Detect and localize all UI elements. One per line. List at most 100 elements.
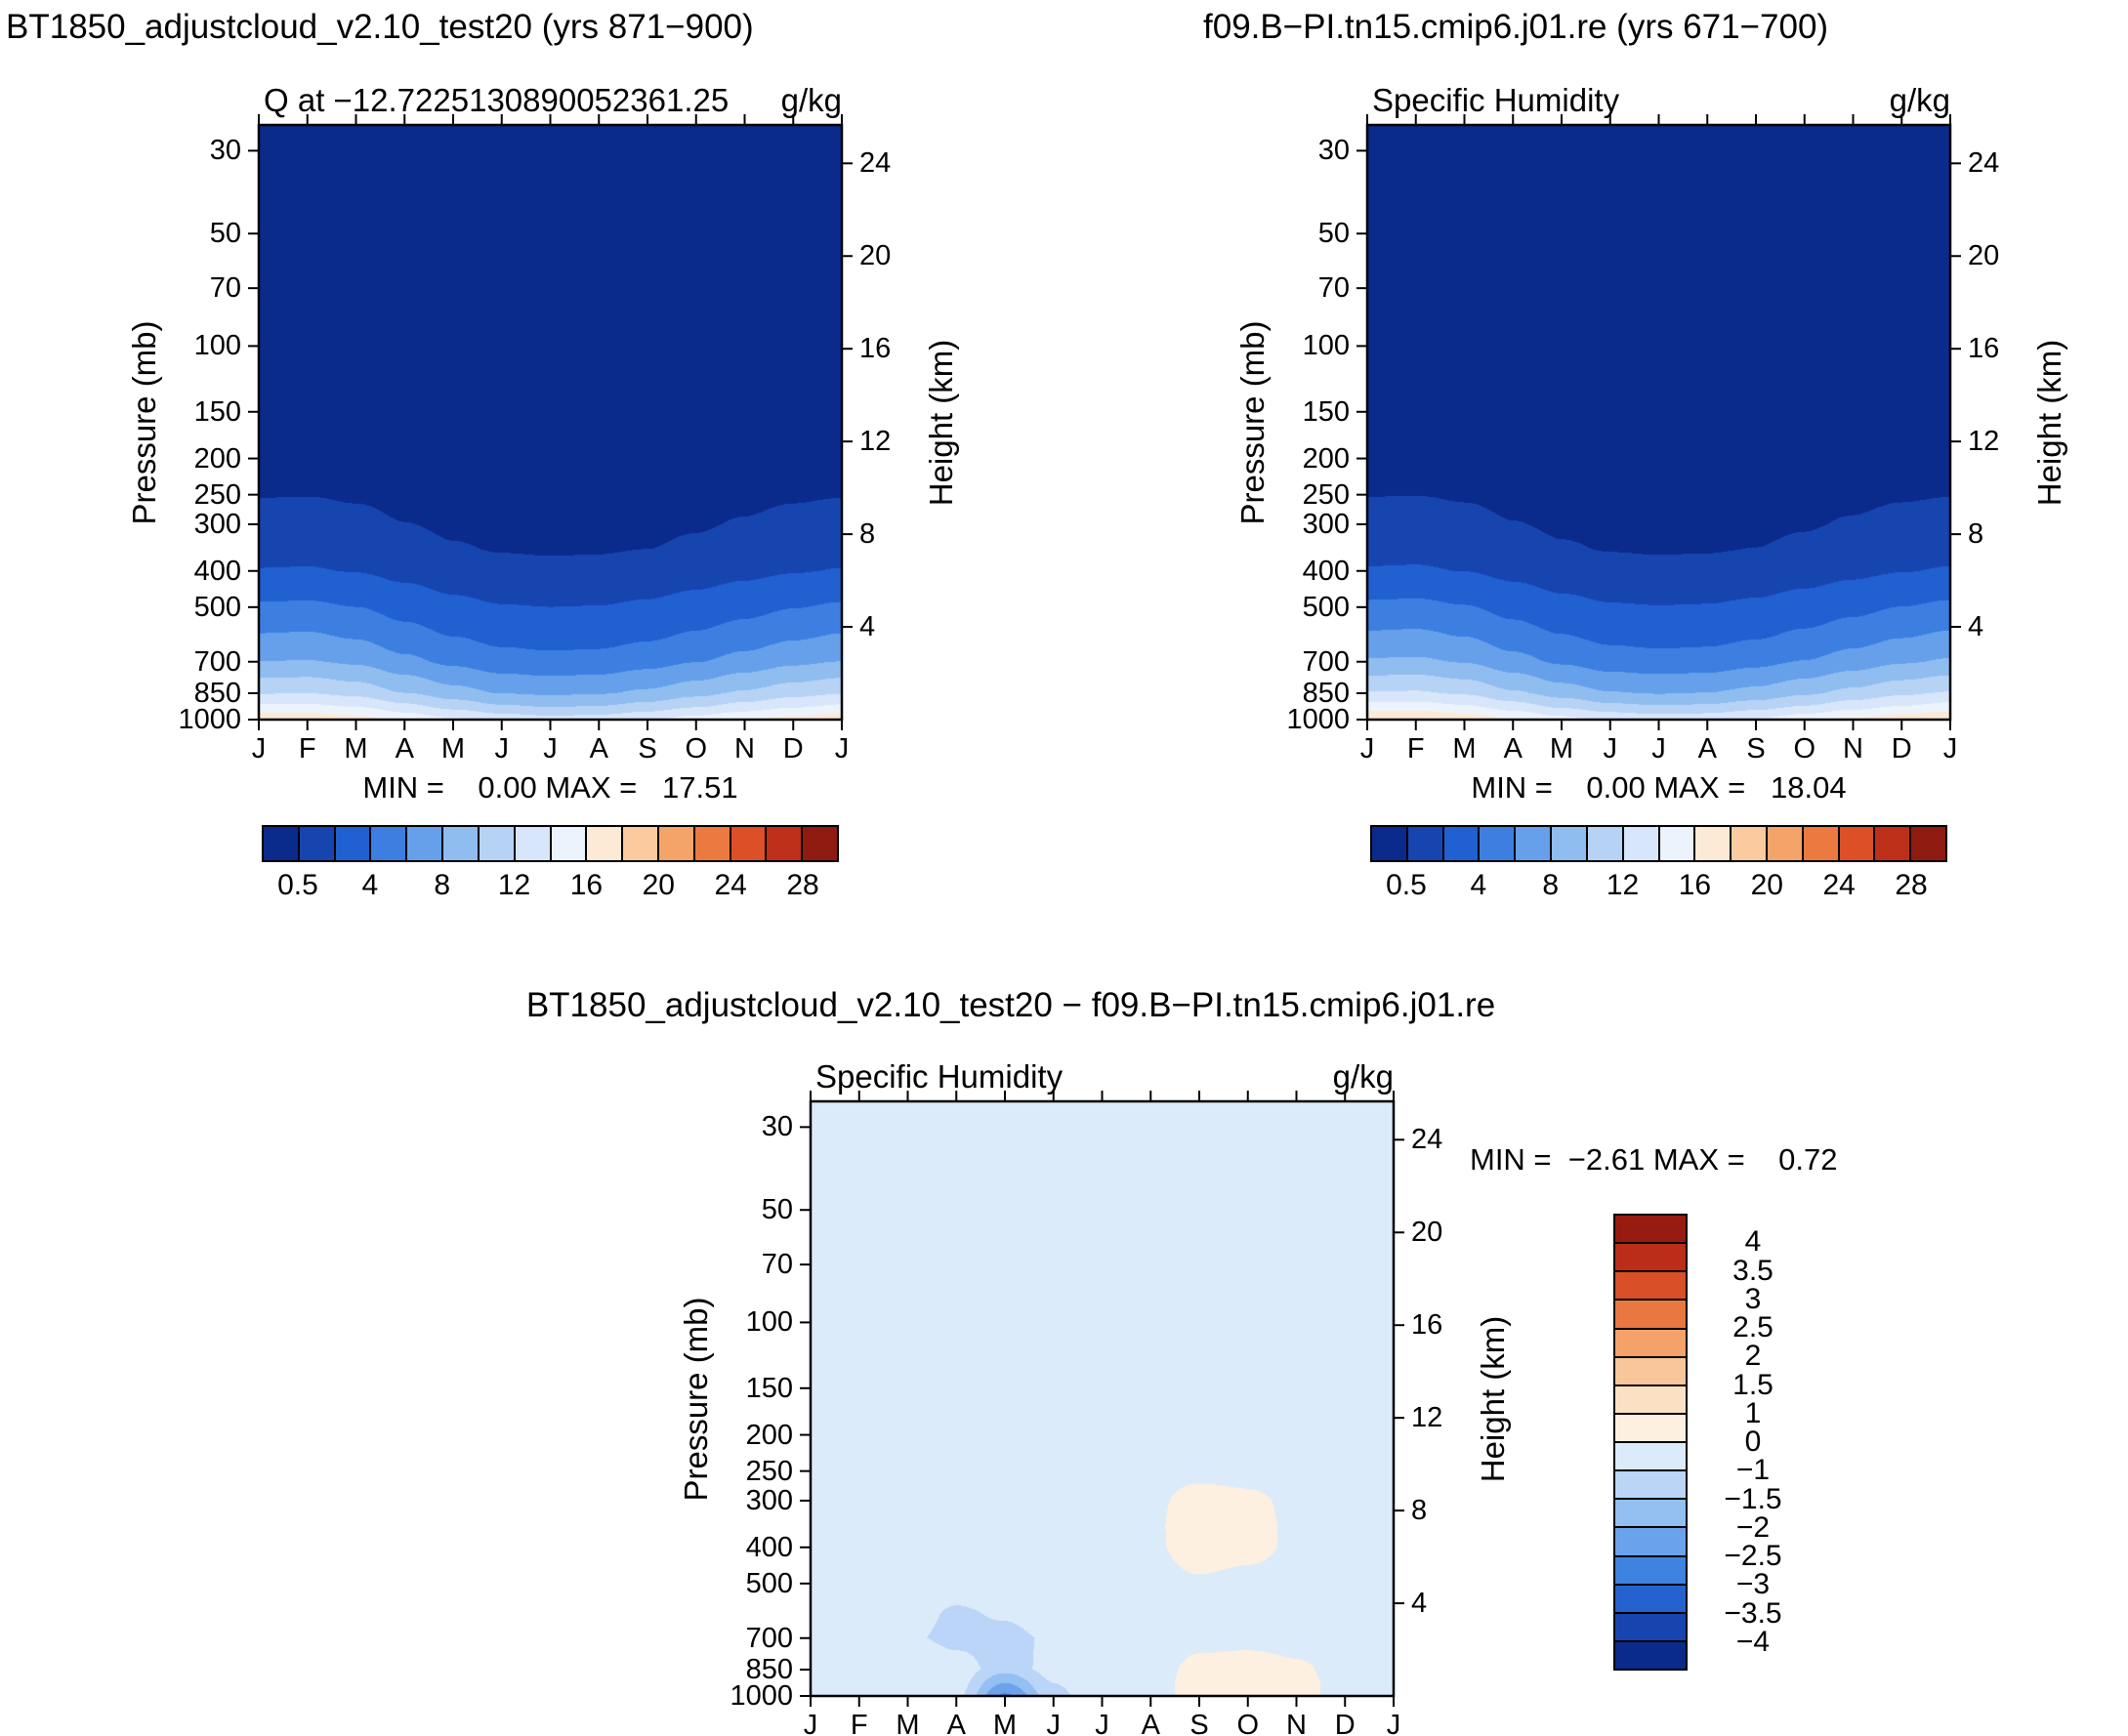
month-tick-label: F [850, 1710, 868, 1736]
colorbar [1370, 825, 1947, 862]
colorbar-cell [1911, 827, 1945, 860]
pressure-tick-label: 300 [745, 1484, 793, 1516]
colorbar-cell [1615, 1471, 1686, 1501]
pressure-tick-label: 50 [209, 218, 241, 250]
colorbar-cell [371, 827, 408, 860]
month-tick-label: S [638, 733, 657, 765]
colorbar-tick-label: 4 [1744, 1225, 1762, 1259]
colorbar-tick-label: 20 [642, 869, 675, 901]
colorbar-cell [264, 827, 300, 860]
colorbar-tick-label: 16 [1678, 869, 1712, 901]
pressure-tick-label: 30 [761, 1111, 793, 1143]
height-tick-label: 12 [1411, 1402, 1443, 1434]
colorbar-cell [1615, 1641, 1686, 1669]
colorbar-tick-label: 2 [1744, 1340, 1762, 1373]
panel-title: BT1850_adjustcloud_v2.10_test20 − f09.B−… [525, 986, 1496, 1024]
month-tick-label: J [1603, 733, 1618, 765]
colorbar-cell [1623, 827, 1660, 860]
pressure-tick-label: 150 [193, 395, 241, 428]
colorbar-cell [1615, 1301, 1686, 1330]
month-tick-label: J [1651, 733, 1666, 765]
pressure-tick-label: 300 [1302, 508, 1350, 540]
pressure-tick-label: 50 [761, 1194, 793, 1226]
pressure-tick-label: 100 [1302, 330, 1350, 362]
pressure-tick-label: 70 [209, 272, 241, 305]
colorbar-cell [623, 827, 659, 860]
month-tick-label: J [803, 1710, 818, 1736]
month-tick-label: M [440, 733, 466, 765]
contour-plot-canvas [811, 1101, 1394, 1696]
height-tick-label: 20 [1411, 1217, 1443, 1249]
pressure-tick-label: 850 [193, 677, 241, 709]
pressure-tick-label: 100 [745, 1306, 793, 1339]
pressure-tick-label: 400 [745, 1531, 793, 1563]
colorbar-cell [1615, 1613, 1686, 1642]
pressure-tick-label: 250 [745, 1455, 793, 1487]
colorbar-cell [767, 827, 804, 860]
right-axis-title: Height (km) [1475, 1315, 1511, 1483]
colorbar-tick-label: 2.5 [1732, 1311, 1773, 1343]
colorbar-tick-label: 3.5 [1732, 1254, 1773, 1287]
month-tick-label: N [1843, 733, 1863, 765]
colorbar-tick-label: −1 [1735, 1454, 1771, 1487]
month-tick-label: A [1141, 1710, 1160, 1736]
pressure-tick-label: 400 [193, 555, 241, 587]
pressure-tick-label: 850 [1302, 677, 1350, 709]
height-tick-label: 8 [859, 518, 876, 551]
height-tick-label: 4 [1968, 611, 1984, 643]
colorbar-tick-label: 24 [1822, 869, 1856, 901]
pressure-tick-label: 150 [1302, 395, 1350, 428]
colorbar-tick-label: 1.5 [1732, 1368, 1773, 1401]
colorbar-tick-label: −2.5 [1724, 1540, 1782, 1572]
pressure-tick-label: 850 [745, 1653, 793, 1685]
pressure-tick-label: 200 [193, 442, 241, 475]
month-tick-label: S [1746, 733, 1766, 765]
colorbar-tick-label: 20 [1750, 869, 1783, 901]
colorbar-cell [587, 827, 624, 860]
month-tick-label: O [1793, 733, 1816, 765]
colorbar-tick-label: 12 [497, 869, 531, 901]
pressure-tick-label: 1000 [178, 704, 241, 735]
height-tick-label: 16 [859, 333, 892, 365]
pressure-tick-label: 500 [745, 1567, 793, 1599]
month-tick-label: M [896, 1710, 920, 1736]
month-tick-label: J [543, 733, 558, 765]
colorbar-tick-label: 0.5 [277, 869, 318, 901]
minmax-text: MIN = 0.00 MAX = 17.51 [362, 770, 738, 805]
height-tick-label: 4 [859, 611, 876, 643]
minmax-text: MIN = −2.61 MAX = 0.72 [1470, 1142, 1838, 1177]
month-tick-label: M [1549, 733, 1574, 765]
pressure-tick-label: 70 [761, 1249, 793, 1281]
colorbar-cell [1615, 1216, 1686, 1245]
pressure-tick-label: 700 [193, 645, 241, 678]
height-tick-label: 8 [1411, 1495, 1428, 1527]
height-tick-label: 12 [1968, 426, 2000, 458]
colorbar-cell [1695, 827, 1732, 860]
colorbar-cell [1443, 827, 1481, 860]
month-tick-label: F [298, 733, 316, 765]
colorbar-cell [1767, 827, 1804, 860]
colorbar-cell [1615, 1500, 1686, 1529]
colorbar-cell [1516, 827, 1553, 860]
pressure-tick-label: 30 [1317, 135, 1350, 167]
colorbar-tick-label: −4 [1735, 1625, 1771, 1658]
height-tick-label: 20 [1968, 240, 2000, 272]
height-tick-label: 24 [1968, 147, 2000, 180]
colorbar-tick-label: −1.5 [1724, 1482, 1782, 1515]
colorbar-tick-label: 0.5 [1386, 869, 1427, 901]
month-tick-label: J [1095, 1710, 1109, 1736]
month-tick-label: A [589, 733, 608, 765]
month-tick-label: J [251, 733, 267, 765]
pressure-tick-label: 70 [1317, 272, 1350, 305]
colorbar-cell [479, 827, 516, 860]
y-axis-title: Pressure (mb) [678, 1297, 714, 1502]
colorbar-cell [1615, 1528, 1686, 1557]
colorbar-tick-label: 24 [714, 869, 747, 901]
colorbar-cell [407, 827, 444, 860]
colorbar-tick-label: 1 [1744, 1396, 1762, 1429]
pressure-tick-label: 500 [1302, 591, 1350, 623]
month-tick-label: J [1359, 733, 1375, 765]
units-label: g/kg [1332, 1058, 1394, 1095]
